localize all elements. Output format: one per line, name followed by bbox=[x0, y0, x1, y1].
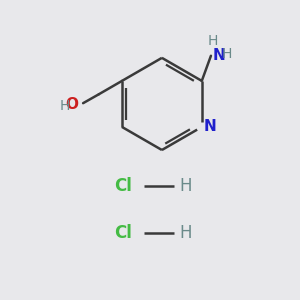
Text: N: N bbox=[212, 48, 225, 63]
Text: N: N bbox=[203, 119, 216, 134]
Text: Cl: Cl bbox=[114, 224, 132, 242]
Text: O: O bbox=[66, 97, 79, 112]
Text: Cl: Cl bbox=[114, 177, 132, 195]
Text: H: H bbox=[179, 224, 192, 242]
Text: H: H bbox=[222, 47, 232, 61]
Text: H: H bbox=[179, 177, 192, 195]
Text: H: H bbox=[59, 99, 70, 113]
Text: H: H bbox=[207, 34, 218, 49]
